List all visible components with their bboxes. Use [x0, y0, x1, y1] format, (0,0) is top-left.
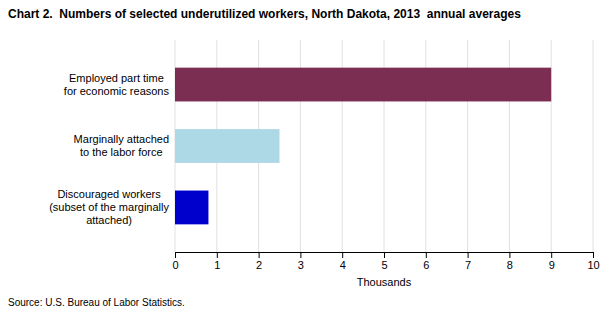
- x-tick: 8: [507, 252, 513, 271]
- x-tick-mark: [509, 252, 510, 258]
- bar: [175, 129, 280, 163]
- x-tick: 5: [381, 252, 387, 271]
- y-tick-label-line: Marginally attached: [74, 133, 169, 145]
- grid: [175, 40, 593, 252]
- y-tick-label-line: (subset of the marginally: [49, 201, 169, 213]
- x-tick-label: 4: [340, 259, 346, 271]
- x-axis: 0 1 2 3 4 5 6 7 8 9 10: [172, 252, 599, 271]
- x-tick-mark: [259, 252, 260, 258]
- x-tick: 10: [587, 252, 599, 271]
- y-tick-label-line: Discouraged workers: [57, 188, 161, 200]
- x-tick-mark: [426, 252, 427, 258]
- x-tick-label: 10: [587, 259, 599, 271]
- x-tick-label: 2: [256, 259, 262, 271]
- x-tick-label: 1: [214, 259, 220, 271]
- x-tick: 0: [172, 252, 178, 271]
- x-tick-label: 5: [381, 259, 387, 271]
- x-tick-mark: [300, 252, 301, 258]
- y-tick-label: Employed part timefor economic reasons: [64, 72, 170, 97]
- x-tick-label: 8: [507, 259, 513, 271]
- y-tick-label: Discouraged workers(subset of the margin…: [49, 188, 169, 226]
- plot: 0 1 2 3 4 5 6 7 8 9 10 Discouraged workers(subset o…: [49, 40, 599, 288]
- x-tick: 9: [549, 252, 555, 271]
- x-tick-mark: [217, 252, 218, 258]
- x-tick-mark: [384, 252, 385, 258]
- x-tick-label: 9: [549, 259, 555, 271]
- bar: [175, 191, 208, 225]
- x-axis-title: Thousands: [357, 276, 412, 288]
- y-tick-label-line: attached): [86, 214, 132, 226]
- y-tick: Marginally attachedto the labor force: [74, 133, 169, 158]
- grid-line: [593, 40, 594, 252]
- chart: Chart 2. Numbers of selected underutiliz…: [0, 0, 615, 314]
- y-tick: Discouraged workers(subset of the margin…: [49, 188, 169, 226]
- x-tick-label: 0: [172, 259, 178, 271]
- x-tick: 3: [298, 252, 304, 271]
- x-tick-mark: [593, 252, 594, 258]
- x-tick-mark: [551, 252, 552, 258]
- y-tick-label-line: for economic reasons: [64, 85, 170, 97]
- title: Chart 2. Numbers of selected underutiliz…: [8, 7, 521, 21]
- x-tick-label: 3: [298, 259, 304, 271]
- x-tick-mark: [342, 252, 343, 258]
- source: Source: U.S. Bureau of Labor Statistics.: [8, 297, 185, 308]
- y-tick-label-line: to the labor force: [80, 146, 163, 158]
- bar: [175, 68, 551, 102]
- x-tick-mark: [175, 252, 176, 258]
- x-tick-mark: [468, 252, 469, 258]
- y-tick-label-line: Employed part time: [69, 72, 164, 84]
- x-tick: 2: [256, 252, 262, 271]
- x-tick: 1: [214, 252, 220, 271]
- y-tick: Employed part timefor economic reasons: [64, 72, 170, 97]
- x-tick: 4: [340, 252, 346, 271]
- x-tick: 7: [465, 252, 471, 271]
- y-tick-label: Marginally attachedto the labor force: [74, 133, 169, 158]
- x-axis-line: [176, 253, 594, 259]
- y-axis: Discouraged workers(subset of the margin…: [49, 72, 169, 226]
- x-tick-label: 7: [465, 259, 471, 271]
- x-tick-label: 6: [423, 259, 429, 271]
- bars: [175, 68, 551, 225]
- x-tick: 6: [423, 252, 429, 271]
